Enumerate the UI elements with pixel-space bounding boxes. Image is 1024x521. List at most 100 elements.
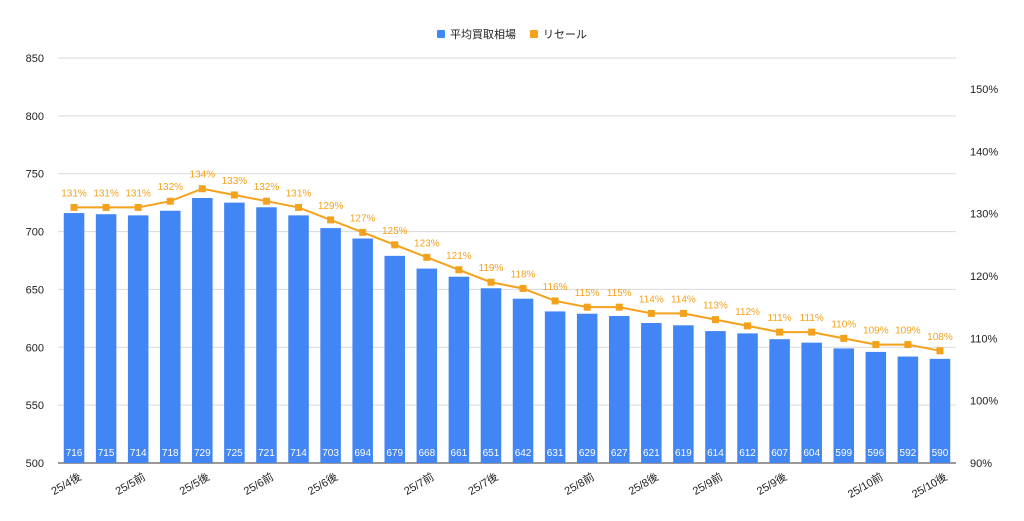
bar-value-label: 627	[611, 448, 628, 459]
line-point-marker[interactable]	[230, 191, 238, 199]
bar[interactable]	[801, 342, 822, 463]
x-axis-tick: 25/5後	[177, 469, 212, 497]
line-point-marker[interactable]	[776, 328, 784, 336]
left-axis-tick: 600	[26, 342, 44, 354]
bar[interactable]	[288, 215, 309, 463]
bar[interactable]	[320, 228, 341, 463]
bar[interactable]	[416, 268, 438, 463]
line-point-marker[interactable]	[166, 197, 174, 205]
line-point-marker[interactable]	[936, 347, 944, 355]
bar-value-label: 631	[547, 448, 564, 459]
line-point-marker[interactable]	[551, 297, 559, 305]
legend-bar-swatch-icon	[437, 30, 445, 38]
bar[interactable]	[127, 215, 149, 463]
bar[interactable]	[95, 214, 117, 463]
bar-value-label: 596	[867, 448, 884, 459]
line-value-label: 114%	[639, 294, 664, 305]
bar-value-label: 729	[194, 448, 211, 459]
line-point-marker[interactable]	[744, 322, 752, 330]
bar-value-label: 668	[418, 448, 435, 459]
line-value-label: 114%	[671, 294, 696, 305]
line-point-marker[interactable]	[423, 253, 431, 261]
x-axis-tick: 25/5前	[113, 469, 148, 497]
legend-item-line[interactable]: リセール	[530, 26, 587, 42]
bar[interactable]	[576, 313, 598, 463]
bar[interactable]	[608, 316, 630, 463]
bar[interactable]	[192, 198, 213, 463]
bar-value-label: 614	[707, 448, 724, 459]
bar[interactable]	[480, 288, 502, 463]
bar-value-label: 629	[579, 448, 596, 459]
line-point-marker[interactable]	[679, 309, 687, 317]
bar-value-label: 721	[258, 448, 275, 459]
line-point-marker[interactable]	[295, 203, 303, 211]
bar[interactable]	[865, 351, 887, 463]
line-point-marker[interactable]	[872, 341, 880, 349]
bar[interactable]	[159, 210, 181, 463]
line-value-label: 111%	[768, 313, 792, 324]
legend-item-bar[interactable]: 平均買取相場	[437, 26, 516, 42]
bar[interactable]	[929, 358, 951, 463]
line-point-marker[interactable]	[134, 203, 142, 211]
bar-value-label: 679	[386, 448, 403, 459]
line-point-marker[interactable]	[391, 241, 399, 249]
x-axis-tick: 25/7後	[465, 469, 500, 497]
line-point-marker[interactable]	[711, 316, 719, 324]
line-value-label: 132%	[157, 182, 183, 193]
line-point-marker[interactable]	[455, 266, 463, 274]
bar[interactable]	[544, 311, 566, 463]
bar[interactable]	[833, 348, 855, 463]
left-axis-tick: 750	[26, 169, 44, 181]
line-point-marker[interactable]	[583, 303, 591, 311]
line-point-marker[interactable]	[487, 278, 495, 286]
bar[interactable]	[641, 322, 662, 463]
bar[interactable]	[352, 238, 373, 463]
line-point-marker[interactable]	[615, 303, 623, 311]
line-point-marker[interactable]	[647, 309, 655, 317]
line-point-marker[interactable]	[519, 284, 527, 292]
left-axis-tick: 500	[26, 458, 44, 470]
line-value-label: 115%	[607, 288, 632, 299]
bar[interactable]	[737, 333, 758, 463]
x-axis-tick: 25/6後	[305, 469, 340, 497]
line-value-label: 109%	[863, 326, 889, 337]
resale-line	[74, 187, 941, 352]
line-value-label: 125%	[382, 226, 408, 237]
bar[interactable]	[769, 339, 790, 463]
bar[interactable]	[512, 298, 534, 463]
x-axis-tick: 25/10後	[909, 469, 949, 500]
bar-value-label: 694	[354, 448, 371, 459]
line-point-marker[interactable]	[904, 341, 912, 349]
line-value-label: 112%	[735, 307, 760, 318]
line-point-marker[interactable]	[262, 197, 270, 205]
line-point-marker[interactable]	[198, 185, 206, 193]
bar-value-label: 716	[66, 448, 83, 459]
line-value-label: 118%	[511, 269, 536, 280]
x-axis-tick: 25/7前	[401, 469, 436, 497]
bar-value-label: 714	[290, 448, 307, 459]
bar-value-label: 619	[675, 448, 692, 459]
bar[interactable]	[224, 202, 245, 463]
line-point-marker[interactable]	[840, 334, 848, 342]
chart-legend: 平均買取相場 リセール	[0, 26, 1024, 42]
bar-value-label: 590	[932, 448, 949, 459]
line-point-marker[interactable]	[359, 228, 367, 236]
line-value-label: 129%	[318, 201, 344, 212]
right-axis-tick: 130%	[970, 209, 998, 221]
line-point-marker[interactable]	[102, 203, 110, 211]
bar[interactable]	[63, 213, 85, 463]
bar-value-label: 621	[643, 448, 660, 459]
bar[interactable]	[384, 255, 406, 463]
line-point-marker[interactable]	[70, 203, 78, 211]
left-axis: 500 550 600 650 700 750 800 850	[26, 53, 44, 470]
line-value-label: 109%	[895, 326, 921, 337]
bar[interactable]	[448, 276, 470, 463]
bar[interactable]	[897, 356, 919, 463]
line-point-marker[interactable]	[808, 328, 816, 336]
bar[interactable]	[705, 331, 726, 463]
line-point-marker[interactable]	[327, 216, 335, 224]
bar[interactable]	[673, 325, 694, 463]
line-value-label: 133%	[222, 176, 248, 187]
bar[interactable]	[256, 207, 277, 463]
bar-value-label: 612	[739, 448, 756, 459]
